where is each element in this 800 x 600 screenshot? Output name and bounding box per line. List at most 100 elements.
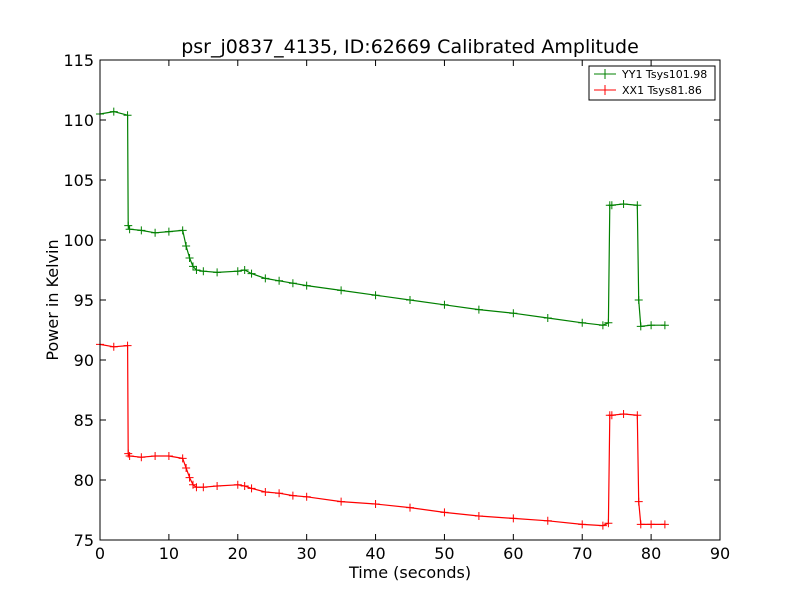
series-layer: [96, 107, 669, 530]
series-yy1: [96, 107, 669, 331]
series-line: [99, 110, 665, 327]
data-point: [275, 489, 284, 498]
data-point: [578, 318, 587, 327]
series-line: [99, 343, 665, 527]
data-point: [288, 279, 297, 288]
data-point: [182, 242, 191, 250]
data-point: [178, 226, 187, 235]
x-tick-label: 60: [503, 544, 523, 563]
y-axis-ticks: 75 80 85 90 95 100 105 110 115: [63, 51, 720, 550]
x-tick-label: 80: [641, 544, 661, 563]
data-point: [440, 508, 449, 517]
legend-marker-yy1: [600, 69, 610, 79]
data-point: [660, 321, 669, 330]
y-tick-label: 85: [74, 411, 94, 430]
data-point: [647, 520, 656, 529]
data-point: [247, 269, 256, 278]
x-tick-label: 70: [572, 544, 592, 563]
data-point: [109, 107, 118, 116]
data-point: [474, 512, 483, 520]
data-point: [189, 262, 197, 271]
data-point: [598, 521, 607, 530]
x-tick-label: 40: [365, 544, 385, 563]
data-point: [261, 488, 270, 496]
x-tick-label: 30: [296, 544, 316, 563]
data-point: [337, 497, 346, 506]
data-point: [123, 341, 132, 350]
y-tick-label: 90: [74, 351, 94, 370]
x-tick-label: 10: [159, 544, 179, 563]
data-point: [543, 516, 552, 525]
data-point: [247, 484, 256, 493]
y-tick-label: 110: [63, 111, 94, 130]
y-axis-label: Power in Kelvin: [43, 239, 62, 360]
data-point: [302, 281, 311, 290]
data-point: [607, 411, 616, 420]
data-point: [199, 483, 208, 492]
legend-label-yy1: YY1 Tsys101.98: [621, 68, 707, 81]
data-point: [604, 318, 613, 327]
data-point: [619, 410, 628, 418]
data-point: [660, 520, 669, 529]
data-point: [199, 267, 208, 276]
data-point: [647, 321, 656, 330]
data-point: [185, 254, 194, 262]
data-point: [240, 482, 249, 490]
data-point: [233, 267, 242, 276]
y-tick-label: 75: [74, 531, 94, 550]
x-axis-label: Time (seconds): [348, 563, 471, 582]
data-point: [371, 500, 380, 508]
x-tick-label: 90: [710, 544, 730, 563]
data-point: [151, 228, 160, 237]
data-point: [474, 305, 483, 314]
data-point: [302, 492, 311, 501]
data-point: [137, 226, 146, 235]
y-tick-label: 80: [74, 471, 94, 490]
data-point: [151, 452, 160, 460]
data-point: [509, 514, 518, 523]
data-point: [182, 464, 191, 472]
data-point: [509, 309, 518, 318]
data-point: [178, 454, 187, 463]
data-point: [634, 296, 643, 304]
data-point: [406, 503, 414, 512]
data-point: [164, 452, 173, 460]
data-point: [578, 520, 587, 529]
data-point: [233, 480, 242, 489]
data-point: [598, 321, 607, 330]
x-axis-ticks: 0 10 20 30 40 50 60 70 80 90: [95, 60, 730, 563]
data-point: [604, 519, 613, 528]
legend: YY1 Tsys101.98 XX1 Tsys81.86: [588, 65, 716, 101]
data-point: [164, 227, 173, 236]
data-point: [543, 314, 552, 322]
legend-label-xx1: XX1 Tsys81.86: [622, 84, 702, 97]
data-point: [124, 221, 133, 230]
data-point: [636, 520, 645, 529]
data-point: [636, 322, 645, 331]
data-point: [109, 342, 118, 351]
data-point: [137, 453, 146, 462]
data-point: [288, 491, 297, 500]
x-tick-label: 0: [95, 544, 105, 563]
data-point: [633, 201, 642, 210]
data-point: [213, 482, 222, 490]
data-point: [125, 452, 134, 460]
x-tick-label: 50: [434, 544, 454, 563]
data-point: [123, 111, 132, 120]
x-tick-label: 20: [228, 544, 248, 563]
data-point: [337, 286, 346, 295]
data-point: [192, 483, 201, 492]
y-tick-label: 95: [74, 291, 94, 310]
series-xx1: [96, 340, 669, 530]
data-point: [619, 200, 628, 208]
data-point: [607, 201, 616, 210]
legend-marker-xx1: [600, 85, 610, 95]
legend-box: [588, 65, 716, 101]
y-tick-label: 115: [63, 51, 94, 70]
y-tick-label: 100: [63, 231, 94, 250]
chart-title: psr_j0837_4135, ID:62669 Calibrated Ampl…: [181, 36, 639, 58]
data-point: [371, 291, 380, 300]
data-point: [185, 473, 194, 482]
data-point: [440, 300, 449, 309]
